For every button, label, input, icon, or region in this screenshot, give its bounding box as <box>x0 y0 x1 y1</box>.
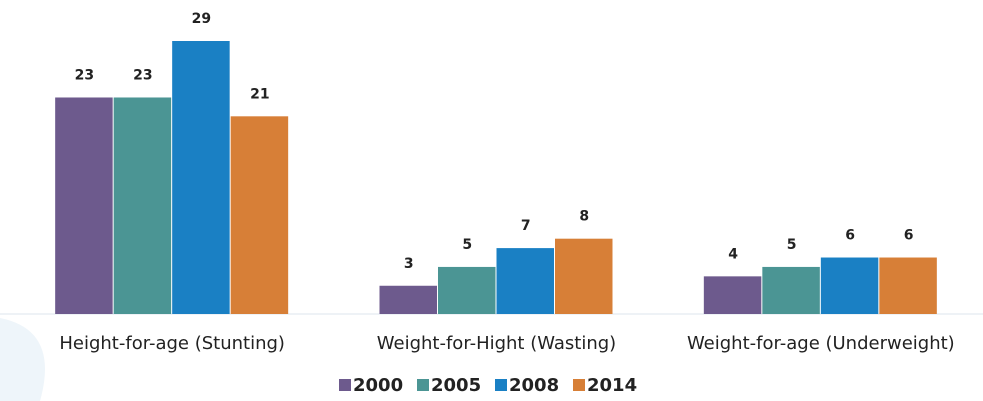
x-tick-label: Weight-for-age (Underweight) <box>687 333 955 354</box>
background-shape <box>0 318 45 401</box>
bar <box>379 285 437 314</box>
legend-swatch <box>573 379 585 391</box>
bar <box>496 248 554 314</box>
value-label: 3 <box>404 256 414 272</box>
value-label: 5 <box>787 237 797 253</box>
legend-swatch <box>417 379 429 391</box>
x-tick-label: Height-for-age (Stunting) <box>59 333 285 354</box>
value-label: 8 <box>579 209 589 225</box>
bar <box>555 238 613 314</box>
value-label: 23 <box>133 67 152 83</box>
bar <box>172 41 230 314</box>
value-label: 6 <box>904 228 914 244</box>
value-label: 7 <box>521 218 531 234</box>
value-label: 23 <box>75 67 94 83</box>
bar <box>762 266 820 314</box>
value-label: 4 <box>728 246 738 262</box>
legend-label: 2005 <box>431 375 481 396</box>
bar <box>438 266 496 314</box>
value-label: 29 <box>192 11 211 27</box>
legend-label: 2000 <box>353 375 403 396</box>
legend-label: 2008 <box>509 375 559 396</box>
x-tick-label: Weight-for-Hight (Wasting) <box>377 333 616 354</box>
legend-label: 2014 <box>587 375 637 396</box>
legend-swatch <box>339 379 351 391</box>
bar <box>879 257 937 314</box>
value-label: 5 <box>462 237 472 253</box>
bar <box>703 276 762 314</box>
bar <box>230 116 289 314</box>
legend-swatch <box>495 379 507 391</box>
value-label: 6 <box>845 228 855 244</box>
bar <box>55 97 113 314</box>
bar <box>113 97 172 314</box>
bar <box>820 257 879 314</box>
value-label: 21 <box>250 86 269 102</box>
